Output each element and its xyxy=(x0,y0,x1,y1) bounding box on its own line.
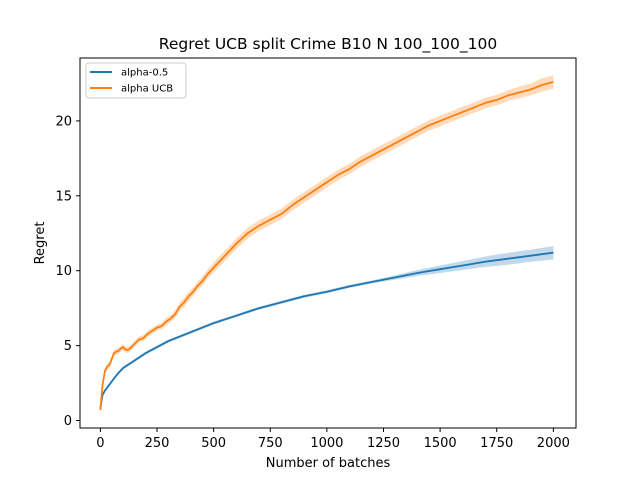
x-tick-label: 1500 xyxy=(424,436,457,451)
x-axis-ticks: 0 250 500 750 1000 1250 1500 1750 2000 xyxy=(96,428,570,451)
confidence-bands xyxy=(100,75,554,412)
y-tick-label: 20 xyxy=(55,114,72,129)
chart-title: Regret UCB split Crime B10 N 100_100_100 xyxy=(159,35,497,54)
line-alpha-0-5 xyxy=(99,251,554,409)
y-axis-label: Regret xyxy=(33,222,48,265)
x-tick-label: 750 xyxy=(258,436,283,451)
x-tick-label: 1750 xyxy=(480,436,513,451)
plot-area xyxy=(79,57,577,429)
x-tick-label: 500 xyxy=(201,436,226,451)
axes-frame xyxy=(79,57,577,429)
y-axis-ticks: 0 5 10 15 20 xyxy=(55,114,80,429)
series-lines xyxy=(99,81,554,411)
legend-label-alpha-0-5: alpha-0.5 xyxy=(121,68,168,79)
x-tick-label: 0 xyxy=(96,436,104,451)
x-tick-label: 2000 xyxy=(537,436,570,451)
y-tick-label: 5 xyxy=(64,339,72,354)
legend: alpha-0.5 alpha UCB xyxy=(85,62,187,99)
x-tick-label: 1000 xyxy=(310,436,343,451)
y-tick-label: 15 xyxy=(55,189,72,204)
x-tick-label: 1250 xyxy=(367,436,400,451)
x-tick-label: 250 xyxy=(145,436,170,451)
band-alpha-0-5 xyxy=(100,246,554,410)
line-alpha-ucb xyxy=(99,81,554,411)
x-axis-label: Number of batches xyxy=(266,456,391,471)
y-tick-label: 10 xyxy=(55,264,72,279)
y-tick-label: 0 xyxy=(64,414,72,429)
legend-label-alpha-ucb: alpha UCB xyxy=(121,84,173,95)
